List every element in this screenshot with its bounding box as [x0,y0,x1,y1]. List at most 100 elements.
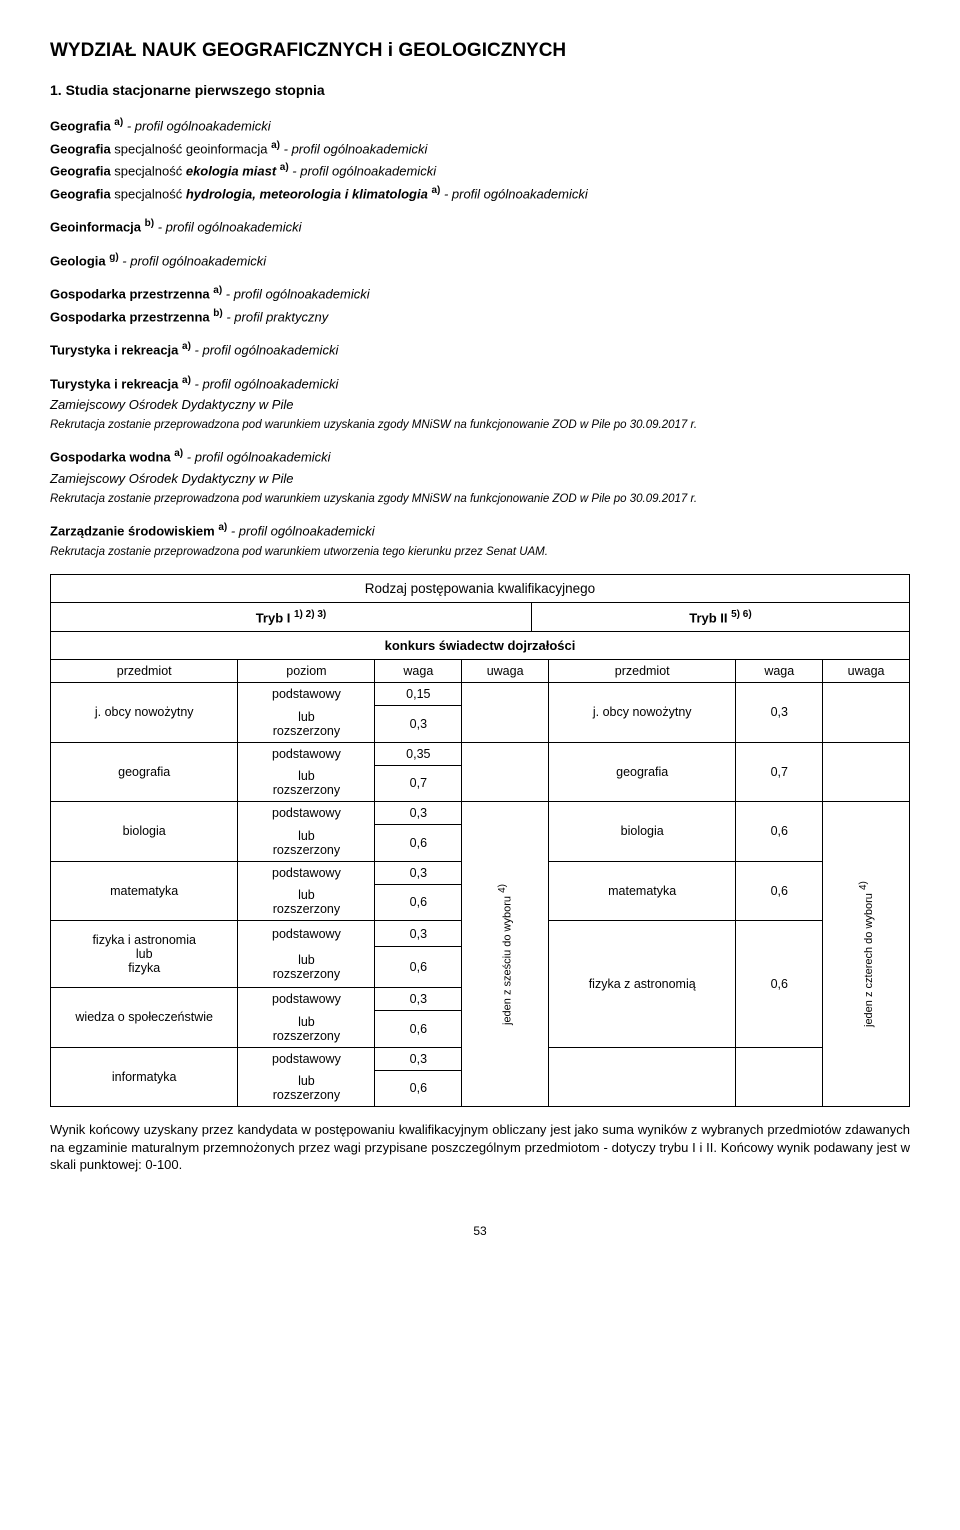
subj-biologia: biologia [51,802,238,862]
course-note: Rekrutacja zostanie przeprowadzona pod w… [50,544,910,560]
course-sup: a) [182,341,191,352]
subj2-fizyka: fizyka z astronomią [549,921,736,1048]
poziom-pod: podstawowy [238,742,375,765]
waga2: 0,6 [736,802,823,862]
waga: 0,15 [375,683,462,706]
course-profile: - profil ogólnoakademicki [191,342,338,357]
tryb2-sup: 5) 6) [731,609,752,620]
table-title: Rodzaj postępowania kwalifikacyjnego [50,574,910,602]
result-paragraph: Wynik końcowy uzyskany przez kandydata w… [50,1121,910,1174]
poziom-roz: rozszerzony [273,783,340,797]
course-subtitle: Zamiejscowy Ośrodek Dydaktyczny w Pile [50,396,910,414]
subj-fizyka: fizyka i astronomia lub fizyka [51,921,238,988]
th-przedmiot: przedmiot [51,660,238,683]
course-profile: - profil ogólnoakademicki [440,186,587,201]
course-profile: - profil ogólnoakademicki [280,141,427,156]
course-sup: a) [213,285,222,296]
poziom-lub: lub [298,829,315,843]
course-sup: a) [271,140,280,151]
course-name: Geografia [50,118,114,133]
waga: 0,3 [375,861,462,884]
waga: 0,3 [375,802,462,825]
course-note: Rekrutacja zostanie przeprowadzona pod w… [50,491,910,507]
course-name: Zarządzanie środowiskiem [50,524,218,539]
course-profile: - profil ogólnoakademicki [119,253,266,268]
poziom-roz: rozszerzony [273,902,340,916]
subj-geografia: geografia [51,742,238,802]
course-profile: - profil ogólnoakademicki [227,524,374,539]
course-spec-pre: specjalność [114,186,186,201]
course-sup: g) [109,252,118,263]
course-spec-it: ekologia miast [186,163,280,178]
course-sup: a) [431,185,440,196]
course-name: Geoinformacja [50,219,145,234]
subj2-geografia: geografia [549,742,736,802]
waga: 0,3 [375,988,462,1011]
course-spec-pre: specjalność [114,163,186,178]
waga: 0,35 [375,742,462,765]
subj2-jobcy: j. obcy nowożytny [549,683,736,743]
course-sup: a) [280,162,289,173]
uwaga-left: jeden z sześciu do wyboru 4) [462,802,549,1107]
course-note: Rekrutacja zostanie przeprowadzona pod w… [50,417,910,433]
course-sup: a) [182,375,191,386]
course-spec: specjalność geoinformacja [114,141,271,156]
course-sup: a) [218,522,227,533]
th-waga: waga [375,660,462,683]
poziom-pod: podstawowy [238,802,375,825]
waga: 0,6 [375,1011,462,1048]
poziom-pod: podstawowy [238,683,375,706]
uwaga2-empty [823,683,910,743]
poziom-lub: lub [298,769,315,783]
page-number: 53 [50,1224,910,1238]
page-title: WYDZIAŁ NAUK GEOGRAFICZNYCH i GEOLOGICZN… [50,40,910,62]
subj-jobcy: j. obcy nowożytny [51,683,238,743]
course-name: Geografia [50,163,114,178]
uwaga-right: jeden z czterech do wyboru 4) [823,802,910,1107]
subj-wos: wiedza o społeczeństwie [51,988,238,1048]
course-name: Gospodarka przestrzenna [50,286,213,301]
th-poziom: poziom [238,660,375,683]
poziom-lub: lub [298,953,315,967]
course-subtitle: Zamiejscowy Ośrodek Dydaktyczny w Pile [50,470,910,488]
poziom-lub: lub [298,710,315,724]
course-profile: - profil ogólnoakademicki [191,376,338,391]
course-profile: - profil ogólnoakademicki [289,163,436,178]
waga2-empty [736,1047,823,1107]
course-profile: - profil ogólnoakademicki [222,286,369,301]
qualification-table: przedmiot poziom waga uwaga przedmiot wa… [50,660,910,1107]
subj-matematyka: matematyka [51,861,238,921]
course-sup: a) [114,117,123,128]
waga: 0,6 [375,1070,462,1107]
konkurs-row: konkurs świadectw dojrzałości [50,631,910,660]
waga2: 0,3 [736,683,823,743]
waga: 0,6 [375,884,462,921]
waga: 0,6 [375,947,462,988]
waga2: 0,6 [736,921,823,1048]
subj2-matematyka: matematyka [549,861,736,921]
course-profile: - profil ogólnoakademicki [154,219,301,234]
th-przedmiot2: przedmiot [549,660,736,683]
course-profile: - profil praktyczny [223,309,328,324]
th-waga2: waga [736,660,823,683]
course-name: Gospodarka wodna [50,450,174,465]
waga2: 0,7 [736,742,823,802]
waga: 0,7 [375,765,462,802]
course-block: Geografia a) - profil ogólnoakademicki G… [50,116,910,203]
waga: 0,6 [375,825,462,862]
course-name: Turystyka i rekreacja [50,342,182,357]
waga2: 0,6 [736,861,823,921]
section-heading: 1. Studia stacjonarne pierwszego stopnia [50,82,910,98]
subj-informatyka: informatyka [51,1047,238,1107]
poziom-lub: lub [298,1074,315,1088]
course-profile: - profil ogólnoakademicki [183,450,330,465]
poziom-pod: podstawowy [238,921,375,947]
tryb1-label: Tryb I [256,610,294,625]
course-name: Geografia [50,141,114,156]
course-sup: b) [213,308,222,319]
poziom-roz: rozszerzony [273,1088,340,1102]
uwaga-empty [462,742,549,802]
poziom-pod: podstawowy [238,988,375,1011]
poziom-pod: podstawowy [238,861,375,884]
poziom-pod: podstawowy [238,1047,375,1070]
